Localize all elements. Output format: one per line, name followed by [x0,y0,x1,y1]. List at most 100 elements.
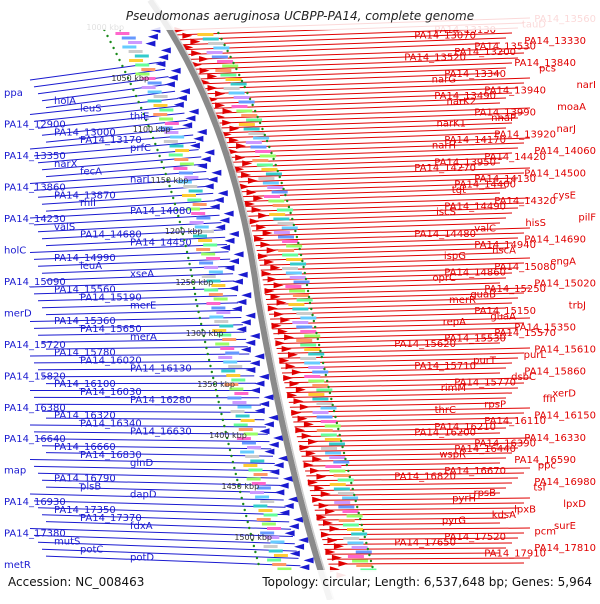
feature-block [231,410,245,413]
feature-block [304,335,320,338]
reverse-gene-arrow [259,374,269,380]
forward-gene-arrow [252,207,262,213]
gc-dot [257,563,259,565]
gc-dot [211,371,213,373]
gc-dot [300,254,302,256]
gc-dot [236,479,238,481]
forward-gene-label: iscS [436,207,456,218]
position-tick-label: 1150 kbp [151,176,189,185]
gc-dot [154,143,156,145]
feature-block [261,168,277,171]
reverse-gene-arrow [283,476,293,482]
gc-dot [188,263,190,265]
gc-dot [187,257,189,259]
forward-gene-label: pyrG [442,515,466,526]
feature-block [148,100,162,103]
reverse-gene-arrow [214,197,224,203]
feature-block [231,83,247,86]
feature-block [240,451,254,454]
forward-gene-label: cysE [553,190,576,201]
genome-summary-text: Topology: circular; Length: 6,537,648 bp… [261,575,592,589]
gc-dot [277,170,279,172]
feature-block [213,47,229,50]
feature-block [189,190,203,193]
feature-block [234,96,250,99]
feature-block [258,509,272,512]
feature-block [231,105,247,108]
gc-dot [284,194,286,196]
reverse-gene-arrow [234,251,244,257]
gc-dot [152,137,154,139]
feature-block [293,294,309,297]
feature-block [316,389,332,392]
reverse-gene-arrow [268,415,278,421]
reverse-gene-label: mutS [54,537,80,548]
gc-dot [115,53,117,55]
gc-dot [229,449,231,451]
feature-block [211,284,225,287]
feature-block [278,249,294,252]
forward-leader-line [329,563,524,564]
reverse-gene-label: PA14_14080 [130,206,192,217]
forward-gene-label: PA14_15620 [394,339,456,350]
feature-block [321,434,337,437]
feature-block [215,69,231,72]
gc-dot [245,515,247,517]
feature-block [250,460,264,463]
reverse-gene-arrow [204,149,214,155]
gc-dot [230,455,232,457]
feature-block [142,86,156,89]
reverse-gene-label: glnD [130,458,153,469]
gc-dot [353,494,355,496]
feature-block [148,91,162,94]
forward-gene-arrow [235,155,245,161]
gc-dot [172,197,174,199]
gc-dot [200,323,202,325]
forward-gene-label: narK2 [447,97,477,108]
feature-block [348,555,364,558]
gc-dot [264,134,266,136]
feature-block [329,443,345,446]
feature-block [297,299,313,302]
gc-dot [343,452,345,454]
gc-dot [197,311,199,313]
forward-gene-arrow [274,282,284,288]
feature-block [223,361,237,364]
feature-block [225,352,239,355]
gc-dot [158,155,160,157]
forward-gene-arrow [321,491,331,497]
reverse-gene-arrow [224,265,234,271]
gc-dot [305,278,307,280]
gc-dot [241,80,243,82]
forward-gene-arrow [208,85,218,91]
feature-block [209,293,223,296]
gc-dot [254,110,256,112]
gc-dot [217,401,219,403]
gc-dot [163,167,165,169]
gc-dot [289,212,291,214]
forward-gene-label: kdsA [492,510,516,521]
gc-dot [344,458,346,460]
gc-dot [310,308,312,310]
gc-dot [361,524,363,526]
feature-block [141,68,155,71]
gc-dot [256,116,258,118]
forward-gene-arrow [293,398,303,404]
forward-gene-arrow [268,305,278,311]
forward-gene-arrow [282,346,292,352]
feature-block [258,177,274,180]
feature-block [325,438,341,441]
feature-block [154,95,168,98]
forward-gene-arrow [274,311,284,317]
forward-gene-arrow [321,532,331,538]
reverse-gene-label: valS [54,222,75,233]
gc-dot [241,497,243,499]
gc-dot [232,461,234,463]
forward-gene-label: nhaP [491,113,516,124]
reverse-gene-arrow [204,183,214,189]
feature-block [148,82,162,85]
reverse-gene-label: dapD [130,489,157,500]
reverse-gene-arrow [201,156,211,162]
feature-block [339,519,355,522]
forward-gene-label: pyrH [452,493,476,504]
